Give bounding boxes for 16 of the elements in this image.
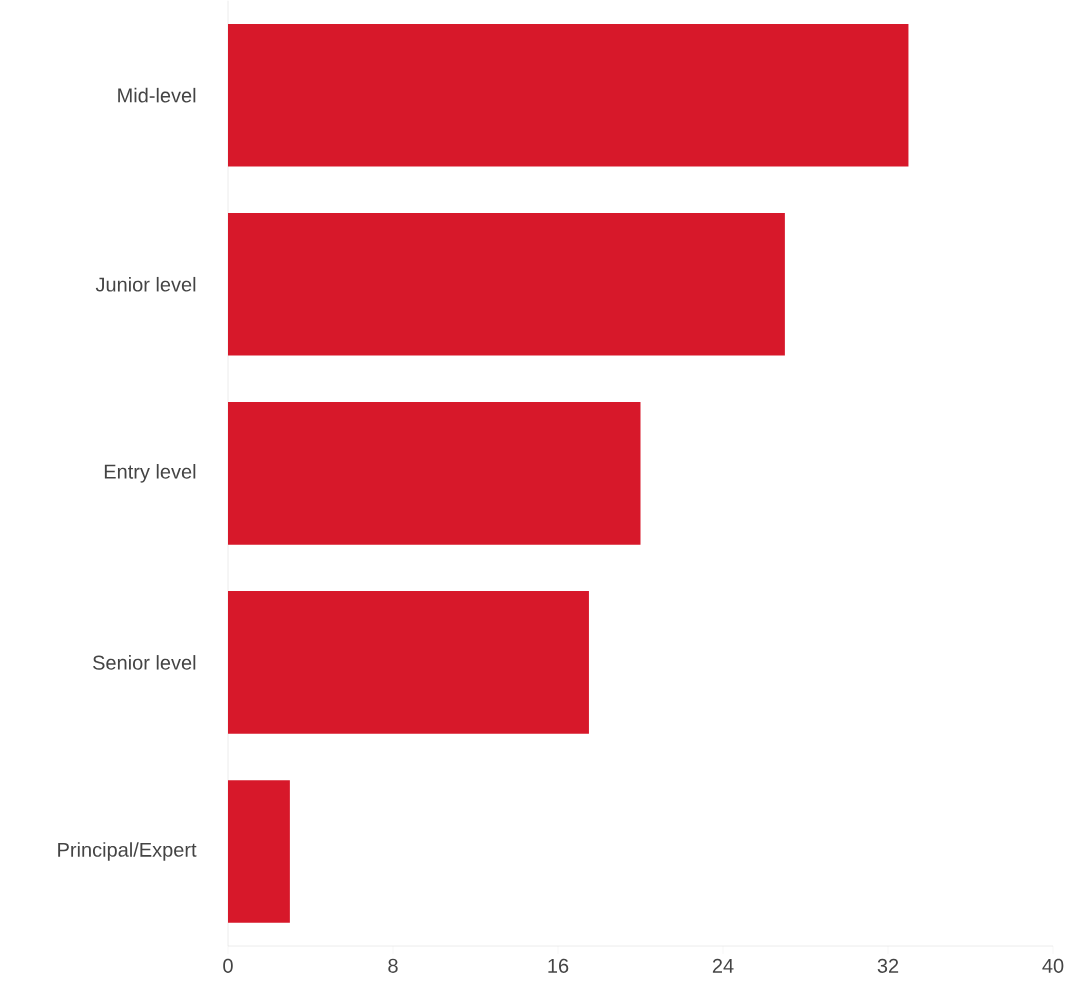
x-tick-label: 24 xyxy=(712,958,734,973)
bar xyxy=(228,780,290,923)
x-tick-label: 8 xyxy=(388,958,398,973)
y-tick-label: Entry level xyxy=(104,464,196,483)
bar xyxy=(228,23,909,167)
x-tick-label: 40 xyxy=(1042,958,1064,973)
y-tick-label: Senior level xyxy=(93,655,196,670)
y-tick-label: Principal/Expert xyxy=(58,842,197,861)
bar xyxy=(228,402,641,545)
x-tick-label: 0 xyxy=(223,958,233,973)
y-tick-label: Mid-level xyxy=(118,87,196,103)
y-tick-label: Junior level xyxy=(95,276,196,292)
bar xyxy=(228,212,785,356)
x-tick-label: 32 xyxy=(877,958,899,973)
bar xyxy=(228,591,589,734)
x-tick-label: 16 xyxy=(548,958,569,973)
